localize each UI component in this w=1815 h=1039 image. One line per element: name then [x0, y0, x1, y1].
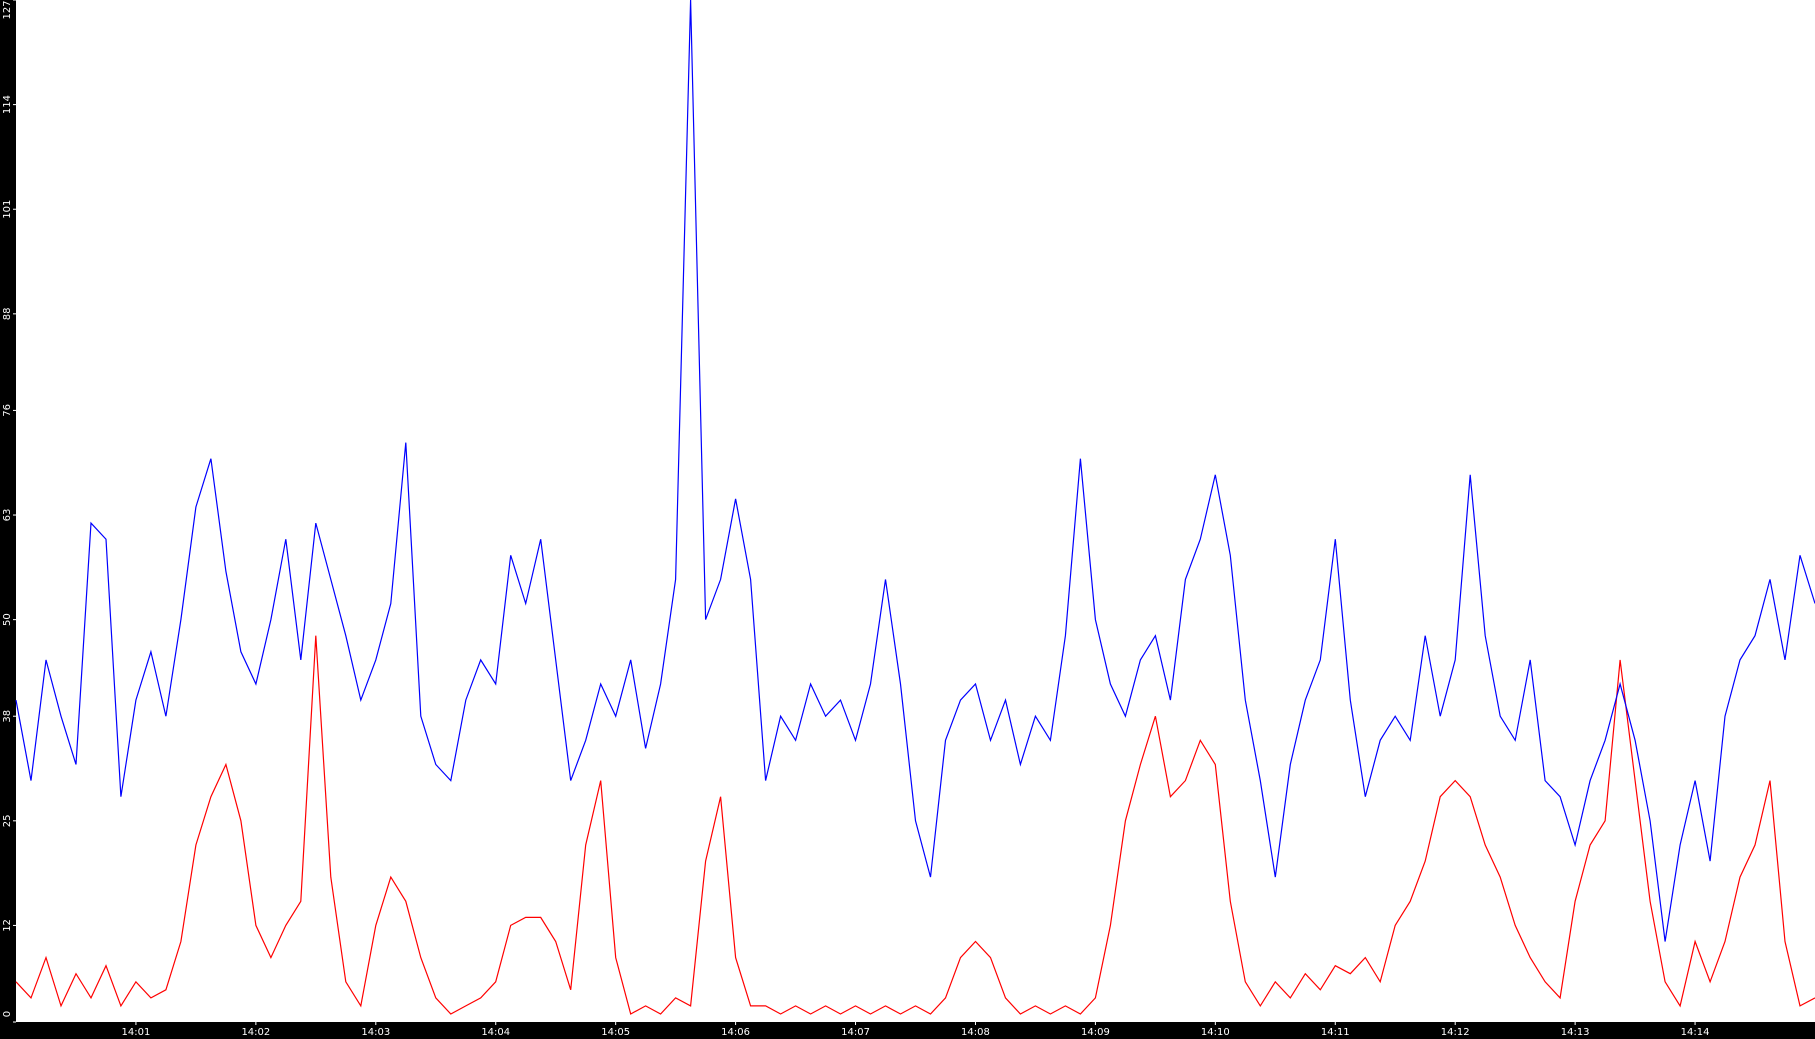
x-tick-label: 14:12: [1441, 1027, 1470, 1038]
y-tick-label: 38: [2, 710, 13, 723]
x-tick-label: 14:05: [601, 1027, 630, 1038]
y-tick-label: 127: [2, 0, 13, 19]
x-tick-label: 14:02: [241, 1027, 270, 1038]
x-tick-label: 14:06: [721, 1027, 750, 1038]
plot-area: [16, 0, 1815, 1022]
y-tick-label: 63: [2, 509, 13, 522]
x-tick-label: 14:14: [1681, 1027, 1710, 1038]
x-tick-label: 14:13: [1561, 1027, 1590, 1038]
y-tick-label: 25: [2, 814, 13, 827]
y-tick-label: 76: [2, 404, 13, 417]
y-tick-label: 12: [2, 919, 13, 932]
x-tick-label: 14:08: [961, 1027, 990, 1038]
x-tick-label: 14:10: [1201, 1027, 1230, 1038]
x-tick-label: 14:03: [361, 1027, 390, 1038]
x-tick-label: 14:07: [841, 1027, 870, 1038]
series-line: [15, 635, 1815, 1015]
x-tick-label: 14:01: [122, 1027, 151, 1038]
y-tick-label: 88: [2, 307, 13, 320]
y-tick-label: 114: [2, 95, 13, 114]
y-tick-label: 101: [2, 200, 13, 219]
x-tick-label: 14:04: [481, 1027, 510, 1038]
series-line: [15, 0, 1815, 942]
x-tick-label: 14:09: [1081, 1027, 1110, 1038]
x-tick-label: 14:11: [1321, 1027, 1350, 1038]
y-tick-label: 50: [2, 613, 13, 626]
y-tick-label: 0: [2, 1011, 13, 1017]
